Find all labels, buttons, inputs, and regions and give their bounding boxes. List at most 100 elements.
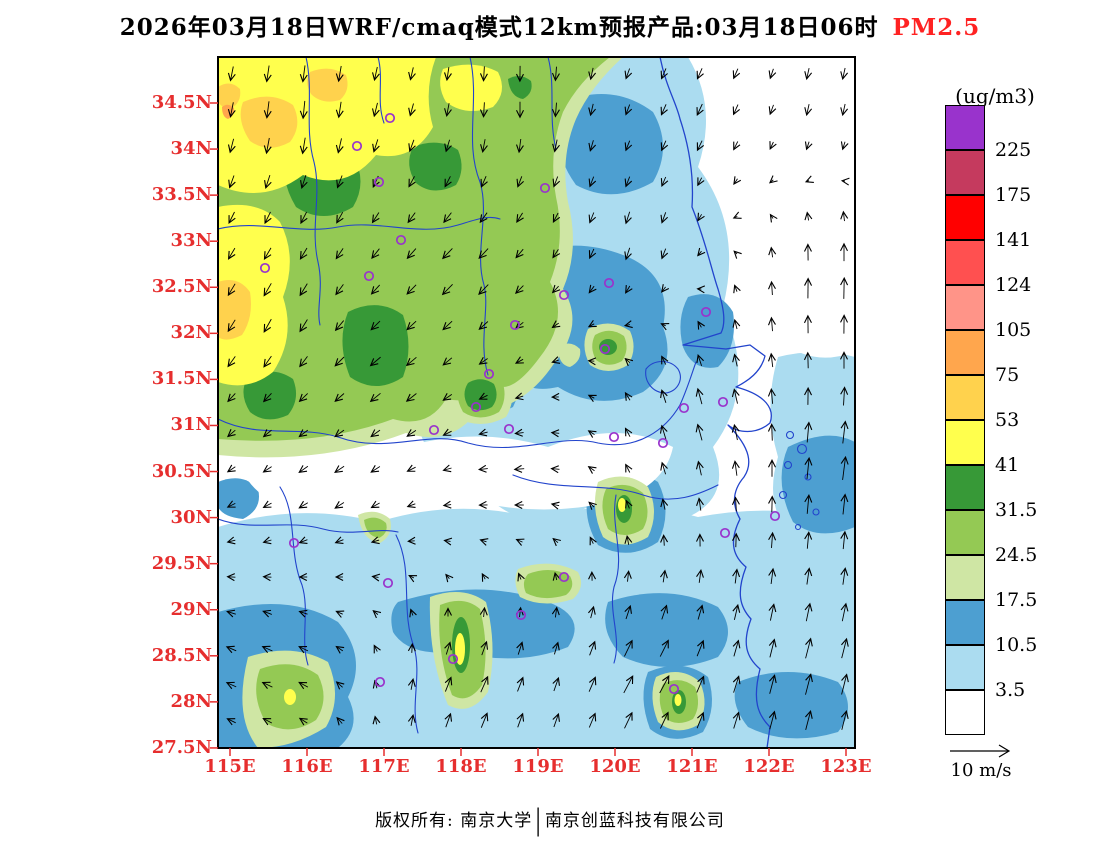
wind-arrow — [696, 568, 704, 583]
legend-color-box — [945, 105, 985, 150]
island-outline — [778, 490, 788, 500]
wind-arrow — [334, 393, 345, 402]
legend-color-box — [945, 645, 985, 690]
coastline — [659, 57, 772, 748]
wind-arrow — [262, 609, 272, 618]
wind-arrow-layer — [225, 65, 850, 731]
city-station-marker — [259, 262, 271, 274]
legend-level-label: 31.5 — [995, 499, 1038, 521]
wind-arrow — [660, 534, 669, 546]
footer-owner: 版权所有: 南京大学 — [375, 811, 533, 831]
wind-arrow — [442, 500, 452, 509]
province-border — [305, 57, 321, 326]
contour-region — [523, 569, 573, 599]
wind-arrow — [514, 356, 524, 364]
wind-arrow — [371, 248, 380, 260]
wind-arrow — [768, 531, 777, 549]
wind-arrow — [516, 676, 525, 692]
wind-arrow — [804, 421, 813, 443]
contour-region — [440, 64, 502, 111]
lat-tick-label: 30.5N — [151, 460, 212, 482]
wind-arrow — [369, 356, 381, 367]
wind-arrow — [444, 139, 452, 153]
wind-arrow — [659, 424, 668, 440]
wind-arrow — [298, 536, 308, 544]
wind-arrow — [624, 427, 633, 437]
wind-arrow — [769, 141, 777, 151]
wind-arrow — [299, 319, 308, 333]
wind-arrow — [299, 247, 308, 260]
wind-arrow — [550, 501, 560, 510]
wind-arrow — [660, 212, 669, 224]
wind-arrow — [587, 430, 597, 438]
wind-arrow — [733, 284, 741, 294]
wind-arrow — [624, 711, 633, 729]
wind-arrow — [697, 212, 705, 222]
wind-arrow — [444, 103, 452, 117]
contour-region — [218, 204, 290, 386]
title-species: PM2.5 — [892, 14, 981, 41]
wind-arrow — [335, 138, 344, 154]
wind-arrow — [335, 645, 345, 654]
wind-arrow — [588, 103, 597, 117]
wind-arrow — [298, 500, 309, 509]
legend-level-label: 10.5 — [995, 634, 1038, 656]
wind-arrow — [516, 712, 525, 728]
wind-arrow — [624, 140, 633, 152]
wind-arrow — [299, 137, 308, 155]
legend-color-box — [945, 240, 985, 285]
wind-arrow — [625, 463, 633, 473]
lat-tick-label: 29N — [170, 598, 212, 620]
city-station-marker — [374, 676, 386, 688]
wind-arrow — [840, 67, 849, 81]
city-station-marker — [384, 112, 396, 124]
lat-tick-label: 29.5N — [151, 552, 212, 574]
wind-arrow — [769, 213, 778, 223]
wind-arrow — [732, 639, 741, 657]
legend-units-label: (ug/m3) — [955, 84, 1035, 108]
wind-arrow — [406, 464, 416, 472]
wind-arrow — [372, 715, 381, 725]
city-station-marker — [657, 437, 669, 449]
wind-arrow — [444, 67, 452, 82]
wind-arrow — [372, 139, 380, 153]
wind-arrow — [334, 356, 345, 367]
wind-arrow — [406, 248, 417, 260]
wind-arrow — [732, 568, 741, 584]
wind-arrow — [370, 284, 381, 295]
wind-reference-label: 10 m/s — [950, 760, 1012, 781]
lat-tick-label: 32.5N — [151, 276, 212, 298]
copyright-footer: 版权所有: 南京大学 | 南京创蓝科技有限公司 — [0, 804, 1100, 838]
contour-region — [364, 517, 387, 538]
city-station-marker — [700, 306, 712, 318]
wind-arrow — [804, 493, 813, 514]
wind-arrow — [227, 138, 236, 154]
contour-region — [674, 694, 682, 706]
wind-arrow — [263, 283, 272, 297]
contour-region — [558, 343, 581, 367]
wind-arrow — [552, 212, 561, 223]
city-station-marker — [599, 343, 611, 355]
wind-arrow — [227, 393, 236, 403]
legend-level-label: 41 — [995, 454, 1020, 476]
contour-region — [409, 142, 462, 191]
wind-arrow — [335, 610, 345, 618]
wind-arrow — [624, 211, 632, 225]
wind-arrow — [552, 176, 561, 188]
wind-arrow — [478, 392, 488, 400]
wind-arrow — [624, 68, 633, 80]
legend-level-label: 105 — [995, 319, 1032, 341]
wind-arrow — [768, 104, 777, 116]
wind-arrow — [767, 423, 776, 441]
wind-arrow — [514, 392, 524, 401]
wind-arrow — [335, 65, 344, 83]
wind-arrow — [840, 530, 849, 550]
wind-arrow — [588, 640, 597, 656]
wind-arrow — [768, 246, 777, 258]
wind-arrow — [660, 461, 668, 475]
wind-arrow — [406, 429, 417, 437]
wind-arrow — [444, 641, 452, 655]
city-station-marker — [668, 683, 680, 695]
wind-arrow — [406, 284, 417, 295]
legend-color-box — [945, 690, 985, 735]
